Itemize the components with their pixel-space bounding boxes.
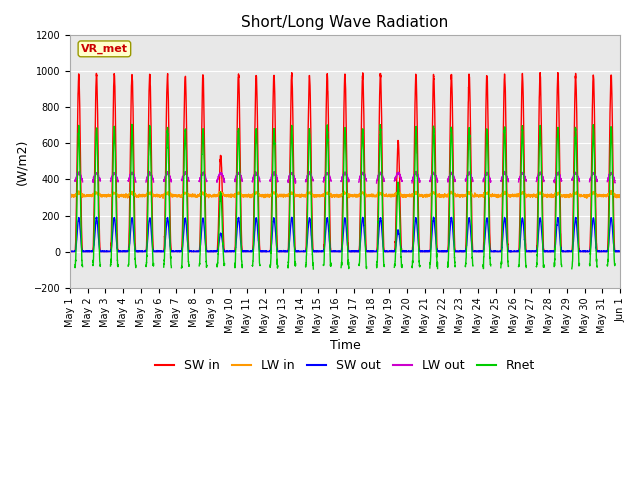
LW out [518, 171, 525, 177]
SW out [616, 249, 624, 254]
LW in [66, 192, 74, 197]
Rnet [232, 255, 239, 261]
SW in [212, 249, 220, 254]
Line: SW in: SW in [70, 72, 620, 252]
Rnet [518, 144, 525, 150]
Rnet [108, 244, 115, 250]
SW in [536, 70, 544, 75]
SW out [429, 214, 437, 220]
LW out [108, 174, 115, 180]
Text: VR_met: VR_met [81, 44, 128, 54]
Title: Short/Long Wave Radiation: Short/Long Wave Radiation [241, 15, 449, 30]
LW in [568, 192, 576, 198]
SW out [108, 244, 115, 250]
LW out [232, 175, 239, 181]
Line: LW out: LW out [75, 171, 615, 183]
SW in [460, 249, 468, 254]
Rnet [568, 264, 576, 270]
Y-axis label: (W/m2): (W/m2) [15, 138, 28, 185]
LW out [568, 177, 576, 183]
Line: SW out: SW out [70, 217, 620, 252]
LW in [460, 194, 468, 200]
LW in [212, 192, 220, 198]
LW in [518, 191, 525, 197]
SW out [212, 249, 220, 254]
LW in [108, 191, 115, 197]
LW in [232, 191, 239, 197]
SW out [232, 247, 239, 252]
X-axis label: Time: Time [330, 339, 360, 352]
LW in [607, 188, 615, 193]
SW out [518, 218, 525, 224]
SW in [66, 249, 74, 254]
SW in [232, 236, 239, 242]
LW in [616, 192, 624, 198]
SW out [568, 249, 576, 254]
SW out [460, 249, 468, 254]
Legend: SW in, LW in, SW out, LW out, Rnet: SW in, LW in, SW out, LW out, Rnet [150, 354, 540, 377]
SW in [518, 96, 525, 102]
LW in [159, 195, 167, 201]
Line: LW in: LW in [70, 191, 620, 198]
SW in [616, 249, 624, 254]
Line: Rnet: Rnet [75, 124, 615, 269]
SW in [568, 248, 576, 253]
SW in [108, 222, 115, 228]
SW out [66, 249, 74, 254]
